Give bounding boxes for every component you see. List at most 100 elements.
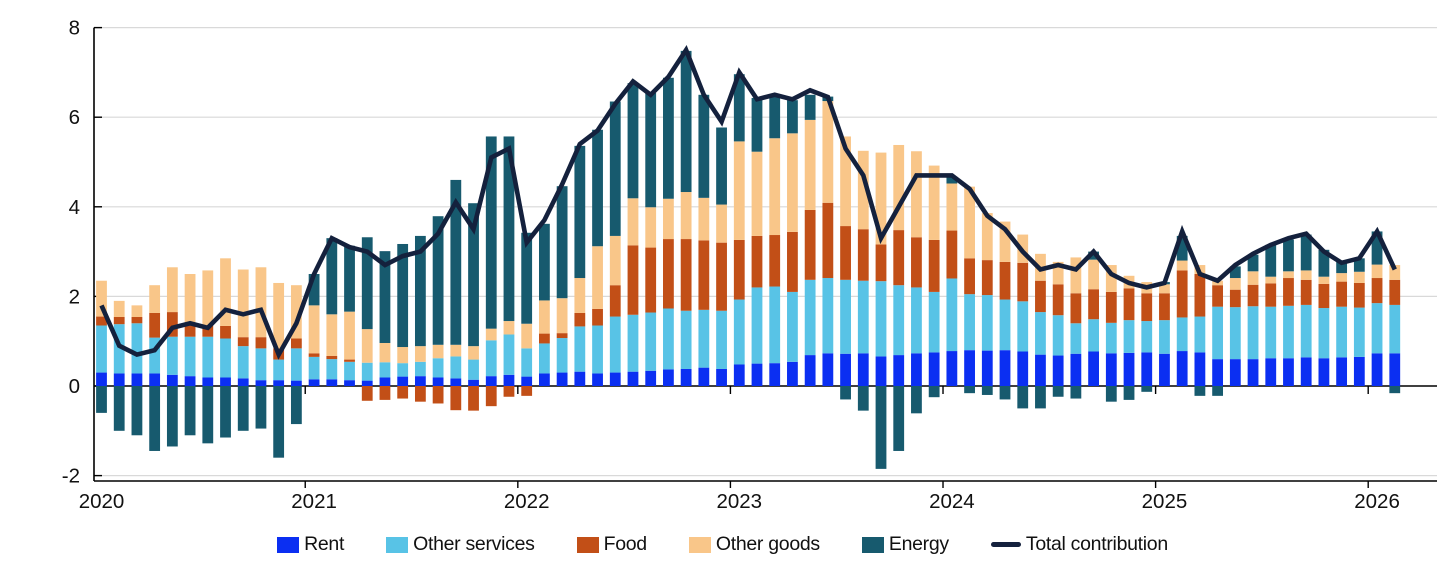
- bar-segment-other-services-2021-07: [414, 361, 426, 377]
- bar-segment-food-2024-06: [1035, 280, 1046, 313]
- bar-segment-other-services-2020-11: [273, 359, 285, 381]
- legend-label-total-contribution: Total contribution: [1025, 533, 1168, 555]
- energy-swatch-icon: [861, 536, 884, 553]
- bar-segment-energy-2023-03: [769, 94, 781, 139]
- bar-segment-rent-2024-08: [1070, 353, 1082, 386]
- bar-segment-other-goods-2025-05: [1229, 278, 1241, 290]
- bar-segment-rent-2025-08: [1283, 358, 1294, 386]
- bar-segment-energy-2023-09: [875, 386, 887, 469]
- bar-segment-other-services-2023-03: [769, 286, 781, 364]
- bar-segment-energy-2023-05: [804, 94, 816, 120]
- bar-segment-rent-2020-08: [220, 377, 231, 386]
- bar-segment-energy-2025-03: [1194, 386, 1206, 396]
- bar-segment-other-services-2022-06: [609, 316, 621, 373]
- bar-segment-other-services-2020-05: [166, 336, 178, 375]
- bar-segment-energy-2020-03: [131, 386, 143, 436]
- bar-segment-other-goods-2023-01: [733, 141, 745, 240]
- bar-segment-rent-2023-06: [822, 353, 834, 386]
- bar-segment-rent-2021-01: [308, 379, 320, 386]
- bar-segment-rent-2024-03: [981, 350, 993, 386]
- bar-segment-food-2021-02: [326, 355, 338, 360]
- bar-segment-other-goods-2021-02: [326, 314, 338, 356]
- legend-item-rent: Rent: [277, 534, 344, 555]
- bar-segment-rent-2023-04: [787, 361, 798, 386]
- bar-segment-rent-2026-02: [1389, 353, 1401, 386]
- bar-segment-rent-2020-02: [113, 373, 125, 386]
- y-axis-label-4: 4: [69, 196, 80, 219]
- bar-segment-other-services-2024-09: [1088, 319, 1099, 352]
- bar-segment-rent-2024-01: [946, 351, 958, 386]
- bar-segment-food-2022-05: [592, 308, 603, 326]
- bar-segment-other-goods-2023-10: [893, 144, 905, 231]
- total-contribution-line-icon: [990, 542, 1021, 548]
- bar-segment-other-goods-2022-01: [521, 323, 533, 349]
- bar-segment-other-goods-2025-11: [1336, 273, 1348, 282]
- bar-segment-rent-2022-11: [698, 367, 710, 386]
- bar-segment-food-2022-01: [521, 386, 533, 396]
- bar-segment-food-2020-04: [149, 312, 161, 338]
- bar-segment-rent-2021-09: [450, 378, 462, 386]
- bar-segment-rent-2022-12: [716, 368, 727, 386]
- bar-segment-other-services-2021-12: [503, 334, 515, 375]
- bar-segment-rent-2023-05: [804, 355, 816, 386]
- bar-segment-other-services-2021-05: [379, 362, 391, 378]
- bar-segment-food-2024-07: [1052, 284, 1064, 316]
- other-services-swatch-icon: [386, 536, 409, 553]
- other-goods-swatch-icon: [688, 536, 711, 553]
- bar-segment-other-services-2022-02: [539, 343, 550, 374]
- bar-segment-energy-2021-12: [503, 136, 515, 322]
- legend-label-energy: Energy: [888, 533, 949, 555]
- bar-segment-energy-2026-02: [1389, 386, 1401, 394]
- bar-segment-other-goods-2022-07: [627, 198, 639, 246]
- bar-segment-other-services-2020-02: [113, 324, 125, 374]
- chart-legend: Rent Other services Food Other goods Ene…: [0, 533, 1445, 555]
- bar-segment-other-services-2021-11: [485, 340, 497, 377]
- bar-segment-rent-2022-10: [680, 368, 692, 386]
- bar-segment-food-2020-01: [96, 316, 107, 326]
- bar-segment-other-goods-2025-08: [1283, 271, 1294, 279]
- bar-segment-other-goods-2020-09: [237, 269, 249, 338]
- rent-swatch-icon: [277, 536, 300, 553]
- bar-segment-other-goods-2023-07: [840, 136, 851, 227]
- bar-segment-food-2020-08: [220, 325, 231, 339]
- bar-segment-other-goods-2020-10: [255, 267, 267, 338]
- bar-segment-other-goods-2021-04: [361, 329, 373, 363]
- bar-segment-other-goods-2020-12: [290, 285, 302, 339]
- bar-segment-rent-2021-10: [468, 379, 479, 386]
- bar-segment-food-2020-09: [237, 337, 249, 347]
- bar-segment-rent-2020-05: [166, 374, 178, 386]
- bar-segment-food-2022-10: [680, 239, 692, 311]
- bar-segment-other-services-2025-11: [1336, 306, 1348, 358]
- bar-segment-other-services-2023-02: [751, 287, 763, 364]
- bar-segment-food-2021-12: [503, 386, 515, 397]
- bar-segment-food-2023-02: [751, 235, 763, 288]
- bar-segment-other-services-2022-01: [521, 348, 533, 377]
- legend-label-food: Food: [603, 533, 648, 555]
- bar-segment-other-goods-2024-07: [1052, 261, 1064, 285]
- bar-segment-other-services-2022-10: [680, 310, 692, 369]
- bar-segment-other-goods-2022-02: [539, 300, 550, 334]
- bar-segment-energy-2025-10: [1318, 249, 1330, 277]
- bar-segment-energy-2023-01: [733, 74, 745, 142]
- bar-segment-other-goods-2023-04: [787, 133, 798, 232]
- legend-label-other-goods: Other goods: [715, 533, 820, 555]
- bar-segment-other-services-2024-12: [1141, 321, 1153, 353]
- bar-segment-energy-2020-11: [273, 386, 285, 458]
- bar-segment-energy-2022-07: [627, 83, 639, 199]
- bar-segment-other-goods-2023-06: [822, 101, 834, 203]
- bar-segment-energy-2023-12: [928, 386, 940, 398]
- bar-segment-food-2025-03: [1194, 274, 1206, 317]
- bar-segment-other-goods-2020-11: [273, 282, 285, 349]
- bar-segment-rent-2023-02: [751, 363, 763, 386]
- bar-segment-food-2021-01: [308, 353, 320, 357]
- bar-segment-other-services-2024-04: [999, 299, 1011, 351]
- bar-segment-other-goods-2023-12: [928, 165, 940, 240]
- bar-segment-other-goods-2021-06: [397, 347, 409, 364]
- bar-segment-food-2025-02: [1176, 270, 1188, 318]
- bar-segment-other-services-2026-02: [1389, 304, 1401, 354]
- bar-segment-rent-2021-08: [432, 377, 444, 386]
- bar-segment-rent-2021-02: [326, 379, 338, 386]
- bar-segment-other-services-2023-09: [875, 281, 887, 357]
- bar-segment-energy-2023-04: [787, 100, 798, 134]
- bar-segment-food-2020-06: [184, 323, 196, 337]
